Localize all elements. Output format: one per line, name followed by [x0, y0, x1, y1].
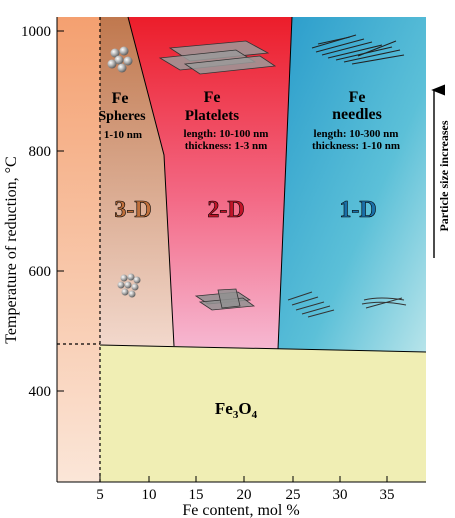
- y-tick-label-400: 400: [29, 384, 52, 400]
- fe3o4-label-fe: Fe: [215, 399, 233, 418]
- y-ticks: [57, 30, 64, 392]
- platelets-dimension-label: 2-D: [207, 197, 244, 223]
- fe3o4-label-sub3: 3: [233, 409, 239, 421]
- platelets-small-stack-icon: [194, 288, 256, 311]
- spheres-region: [100, 17, 174, 346]
- x-ticks: [99, 476, 388, 482]
- sphere-small-cluster-icon: [117, 273, 141, 298]
- x-tick-label-15: 15: [189, 487, 204, 503]
- needles-label-name: needles: [332, 106, 382, 123]
- platelets-thickness-label: thickness: 1-3 nm: [185, 140, 268, 152]
- x-tick-label-10: 10: [142, 487, 157, 503]
- platelets-region: [128, 17, 292, 349]
- platelets-label-fe: Fe: [204, 89, 221, 106]
- spheres-label-fe: Fe: [112, 90, 129, 107]
- needles-label-fe: Fe: [349, 89, 366, 106]
- particle-size-arrow-label: Particle size increases: [437, 120, 451, 231]
- platelets-label-name: Platelets: [185, 108, 239, 124]
- needles-bundle-icon: [311, 34, 405, 65]
- needles-small-left-icon: [287, 291, 335, 318]
- sphere-cluster-icon: [107, 46, 133, 73]
- x-tick-label-30: 30: [333, 487, 348, 503]
- x-tick-label-35: 35: [380, 487, 395, 503]
- x-axis-title: Fe content, mol %: [182, 502, 299, 518]
- spheres-size-label: 1-10 nm: [104, 129, 142, 141]
- needles-thickness-label: thickness: 1-10 nm: [312, 140, 400, 152]
- fe3o4-label-sub4: 4: [252, 409, 258, 421]
- needles-length-label: length: 10-300 nm: [314, 128, 399, 140]
- spheres-label-name: Spheres: [98, 109, 146, 124]
- y-tick-label-800: 800: [29, 144, 52, 160]
- platelets-stack-icon: [158, 40, 277, 75]
- region-boundaries: [99, 16, 427, 353]
- x-tick-label-20: 20: [237, 487, 252, 503]
- left-strip-region: [57, 17, 100, 482]
- y-axis-title: Temperature of reduction, °C: [3, 156, 20, 343]
- x-tick-label-5: 5: [96, 487, 104, 503]
- platelets-length-label: length: 10-100 nm: [184, 128, 269, 140]
- y-tick-label-600: 600: [29, 264, 52, 280]
- y-tick-label-1000: 1000: [21, 24, 51, 40]
- fe3o4-label: Fe3O4: [215, 399, 258, 421]
- fe3o4-label-o: O: [238, 399, 251, 418]
- needles-small-right-icon: [361, 297, 407, 309]
- needles-region: [278, 17, 426, 352]
- needles-dimension-label: 1-D: [339, 197, 376, 223]
- spheres-dimension-label: 3-D: [114, 197, 151, 223]
- x-tick-label-25: 25: [286, 487, 301, 503]
- fe3o4-region: [100, 345, 426, 482]
